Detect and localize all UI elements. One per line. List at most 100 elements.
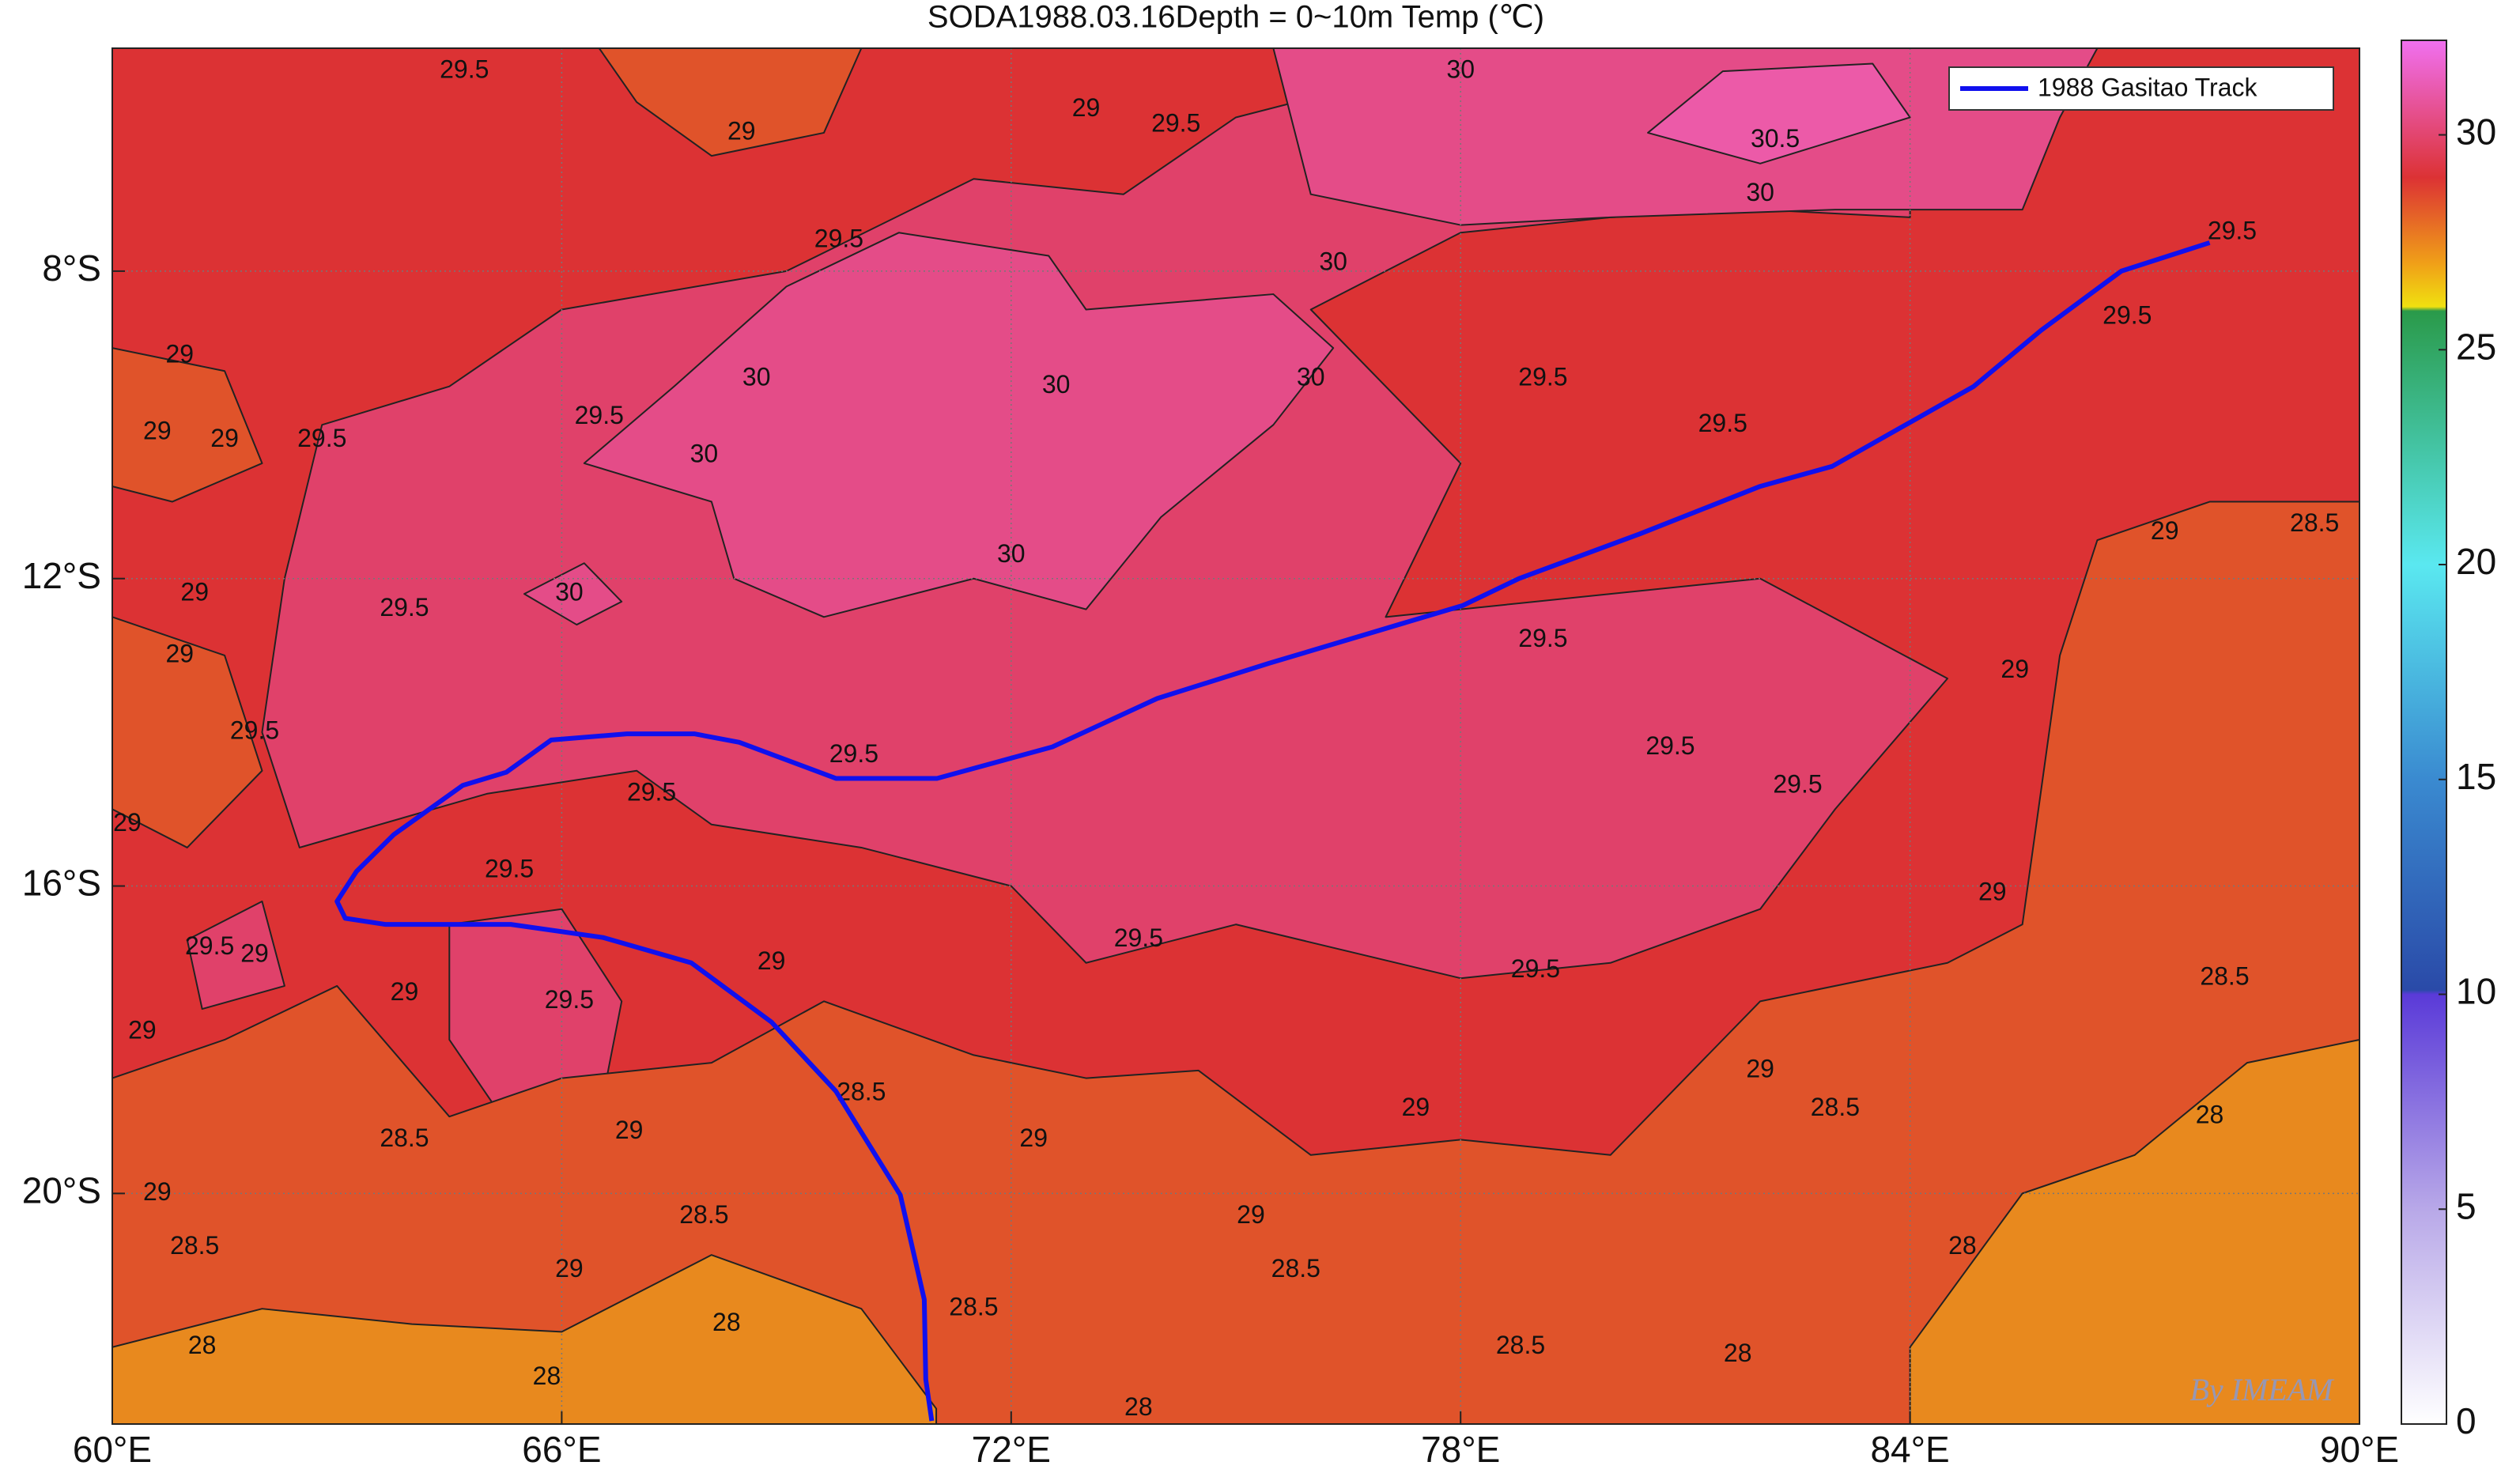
x-tick-label: 84°E xyxy=(1870,1429,1949,1470)
x-tick-label: 72°E xyxy=(972,1429,1051,1470)
contour-label: 29 xyxy=(615,1116,644,1144)
contour-label: 29.5 xyxy=(1518,624,1567,652)
contour-label: 28 xyxy=(1124,1392,1153,1421)
temperature-region xyxy=(583,232,1335,618)
contour-label: 29.5 xyxy=(1114,924,1163,952)
contour-label: 30 xyxy=(690,440,719,468)
x-tick-label: 90°E xyxy=(2320,1429,2399,1470)
contour-label: 28.5 xyxy=(2290,508,2339,537)
contour-label: 29.5 xyxy=(230,716,279,745)
contour-label: 29.5 xyxy=(1698,409,1747,437)
contour-label: 29.5 xyxy=(1773,770,1822,799)
contour-label: 29.5 xyxy=(1645,731,1694,760)
contour-label: 29 xyxy=(1402,1093,1430,1121)
contour-label: 28 xyxy=(712,1308,741,1336)
watermark: By IMEAM xyxy=(2189,1372,2335,1407)
contour-label: 29.5 xyxy=(185,931,234,960)
temperature-region xyxy=(112,1254,938,1424)
contour-label: 29 xyxy=(1978,878,2007,906)
temperature-region xyxy=(112,347,263,503)
contour-label: 29.5 xyxy=(297,424,346,452)
contour-label: 28 xyxy=(2196,1101,2224,1129)
contour-label: 30 xyxy=(1446,55,1475,84)
contour-label: 29 xyxy=(2151,516,2179,545)
contour-label: 29 xyxy=(2001,655,2029,683)
contour-label: 30 xyxy=(1746,178,1774,206)
contour-label: 28 xyxy=(1948,1231,1977,1260)
contour-label: 29.5 xyxy=(440,55,489,84)
contour-label: 28 xyxy=(1724,1339,1752,1367)
contour-label: 29 xyxy=(143,1177,172,1206)
contour-label: 29 xyxy=(180,578,209,606)
contour-label: 29 xyxy=(758,946,786,975)
contour-label: 28 xyxy=(533,1362,561,1390)
contour-label: 29 xyxy=(1746,1054,1774,1082)
contour-label: 30 xyxy=(742,362,771,391)
contour-label: 29.5 xyxy=(2103,301,2152,330)
contour-label: 30 xyxy=(1319,247,1347,276)
contour-label: 30.5 xyxy=(1751,124,1800,153)
colorbar-tick-label: 20 xyxy=(2456,541,2496,582)
contour-label: 29 xyxy=(165,639,194,667)
legend-label: 1988 Gasitao Track xyxy=(2038,73,2257,101)
colorbar xyxy=(2401,40,2447,1425)
temperature-region xyxy=(1647,62,1911,164)
contour-label: 29 xyxy=(240,939,269,967)
y-tick-label: 20°S xyxy=(22,1170,101,1211)
contour-label: 29.5 xyxy=(1511,954,1560,983)
contour-label: 28.5 xyxy=(170,1231,219,1260)
contour-label: 28.5 xyxy=(1496,1331,1545,1359)
temperature-region xyxy=(598,48,863,157)
temperature-region xyxy=(112,616,263,848)
typhoon-track xyxy=(334,240,2211,1422)
contour-label: 29 xyxy=(1237,1200,1265,1229)
contour-label: 30 xyxy=(997,539,1026,568)
colorbar-tick-label: 30 xyxy=(2456,111,2496,153)
contour-label: 30 xyxy=(1297,362,1325,391)
contour-label: 29.5 xyxy=(545,985,594,1014)
contour-label: 28.5 xyxy=(1271,1254,1320,1282)
overlay: 60°E 66°E 72°E 78°E 84°E 90°E 8°S 12°S 16°S 20°S 1… xyxy=(22,40,2496,1470)
temperature-region xyxy=(186,900,285,1010)
contour-label: 29 xyxy=(391,977,419,1006)
contour-label: 29.5 xyxy=(814,224,863,252)
contour-label: 30 xyxy=(555,578,584,606)
contour-label: 28.5 xyxy=(679,1200,728,1229)
y-tick-label: 16°S xyxy=(22,863,101,904)
contour-label: 29.5 xyxy=(1151,109,1200,138)
contour-label: 29 xyxy=(165,339,194,368)
contour-label: 29.5 xyxy=(380,593,429,621)
x-tick-label: 66°E xyxy=(522,1429,601,1470)
contour-label: 28 xyxy=(188,1331,217,1359)
contour-label: 28.5 xyxy=(837,1077,886,1105)
contour-label: 28.5 xyxy=(1811,1093,1860,1121)
x-tick-label: 78°E xyxy=(1421,1429,1500,1470)
contour-label: 29.5 xyxy=(829,739,878,768)
colorbar-tick-label: 25 xyxy=(2456,326,2496,367)
contour-label: 29 xyxy=(1019,1124,1048,1152)
y-tick-label: 12°S xyxy=(22,555,101,596)
temperature-region xyxy=(1909,1038,2359,1424)
x-tick-label: 60°E xyxy=(73,1429,152,1470)
colorbar-tick-label: 0 xyxy=(2456,1400,2477,1441)
contour-label: 29 xyxy=(555,1254,584,1282)
plot-frame xyxy=(111,47,2360,1425)
contour-label: 28.5 xyxy=(2200,962,2249,991)
colorbar-tick-label: 15 xyxy=(2456,756,2496,797)
contour-label: 29.5 xyxy=(575,401,624,429)
contour-label: 29.5 xyxy=(1518,362,1567,391)
contour-label: 29 xyxy=(128,1016,157,1044)
chart-title: SODA1988.03.16Depth = 0~10m Temp (℃) xyxy=(928,0,1544,35)
colorbar-tick-label: 5 xyxy=(2456,1185,2477,1226)
contour-label: 28.5 xyxy=(380,1124,429,1152)
contour-label: 29.5 xyxy=(2208,217,2257,245)
y-tick-label: 8°S xyxy=(42,247,101,289)
contour-label: 29 xyxy=(1072,93,1101,122)
contour-label: 29.5 xyxy=(485,855,534,883)
contour-label: 29 xyxy=(113,808,142,837)
contour-label: 29 xyxy=(210,424,239,452)
contour-label: 30 xyxy=(1042,370,1071,399)
contour-label: 29.5 xyxy=(627,777,676,806)
colorbar-tick-label: 10 xyxy=(2456,971,2496,1012)
